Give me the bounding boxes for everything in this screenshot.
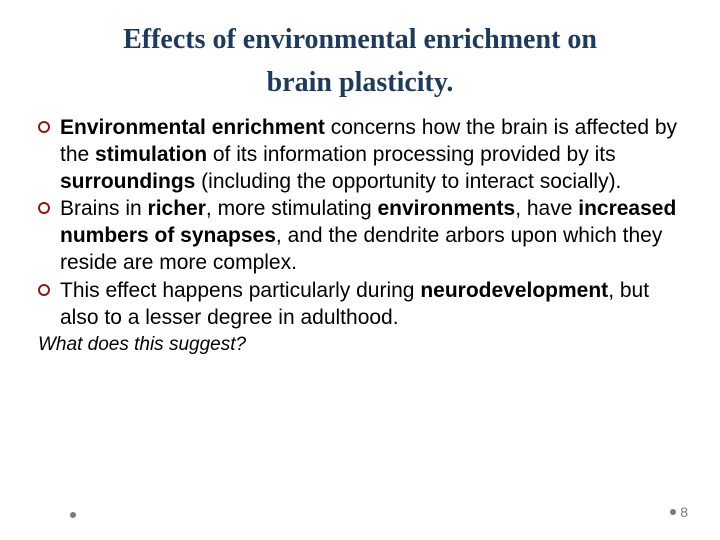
question-text: What does this suggest? (38, 334, 682, 356)
bullet-item: Environmental enrichment concerns how th… (38, 115, 682, 196)
text-run: This effect happens particularly during (60, 279, 420, 302)
page-dot-icon (670, 509, 676, 515)
bullet-item: Brains in richer, more stimulating envir… (38, 196, 682, 277)
text-run: Brains in (60, 197, 148, 220)
text-run: surroundings (60, 170, 195, 193)
title-line-1: Effects of environmental enrichment on (38, 18, 682, 61)
text-run: stimulation (95, 143, 207, 166)
bullet-item: This effect happens particularly during … (38, 278, 682, 332)
bullet-list: Environmental enrichment concerns how th… (38, 115, 682, 332)
title-line-2: brain plasticity. (38, 61, 682, 104)
text-run: (including the opportunity to interact s… (195, 170, 621, 193)
text-run: neurodevelopment (420, 279, 608, 302)
slide-title: Effects of environmental enrichment on b… (38, 18, 682, 105)
footer-dot-icon (70, 512, 76, 518)
page-number: 8 (670, 504, 688, 520)
text-run: Environmental enrichment (60, 116, 325, 139)
slide: Effects of environmental enrichment on b… (0, 0, 720, 540)
text-run: , have (515, 197, 578, 220)
text-run: richer (148, 197, 206, 220)
text-run: , more stimulating (206, 197, 378, 220)
text-run: environments (377, 197, 515, 220)
page-number-text: 8 (680, 504, 688, 520)
text-run: of its information processing provided b… (207, 143, 616, 166)
